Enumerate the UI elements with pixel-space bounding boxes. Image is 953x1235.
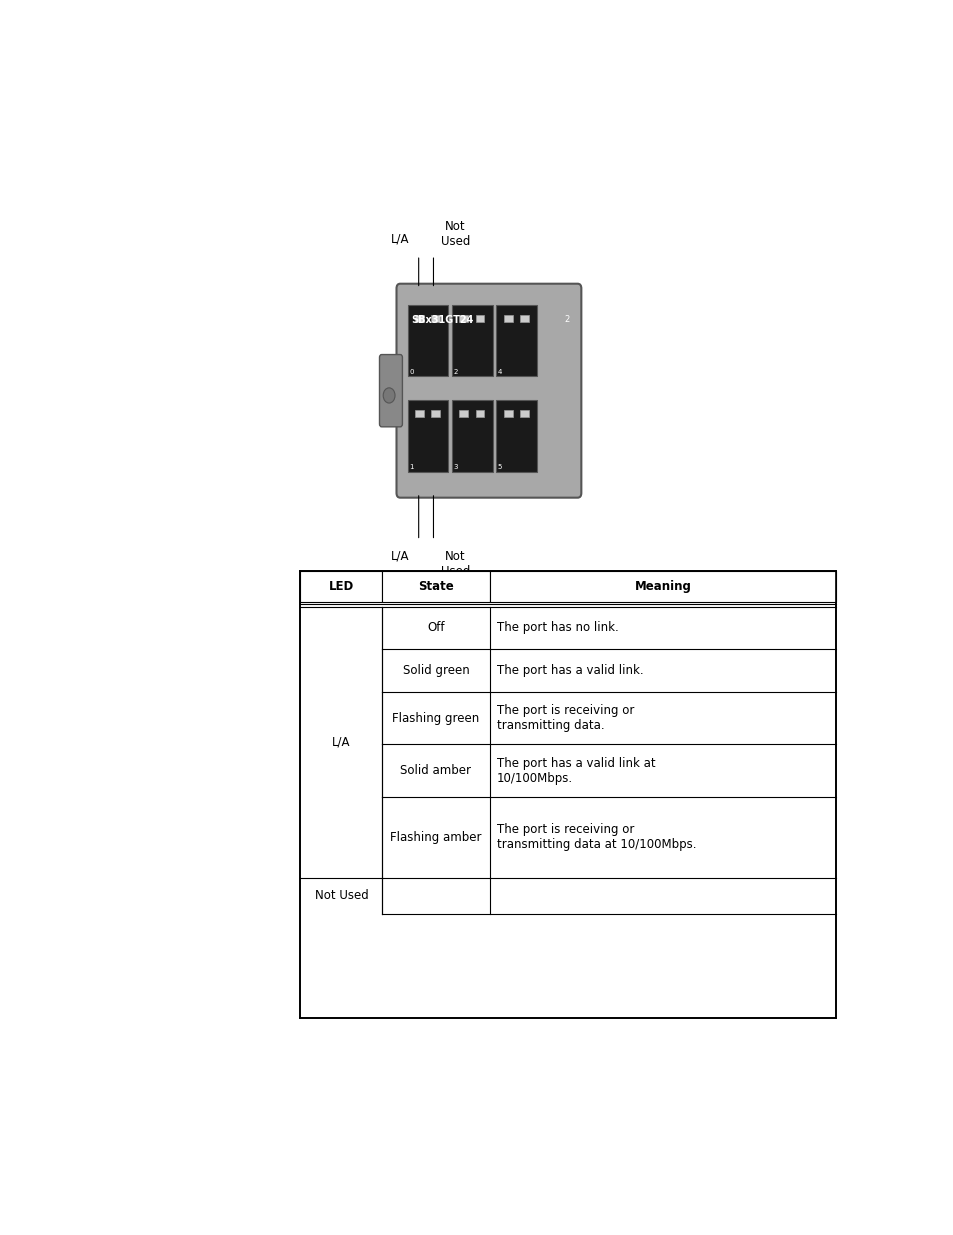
Text: The port has a valid link.: The port has a valid link. (497, 664, 643, 677)
FancyBboxPatch shape (407, 305, 448, 377)
Bar (459, 315, 468, 322)
FancyBboxPatch shape (452, 305, 492, 377)
Bar (459, 410, 468, 417)
Text: 0: 0 (409, 368, 414, 374)
Text: Meaning: Meaning (634, 580, 691, 593)
Bar (476, 315, 484, 322)
Bar (382, 572, 489, 601)
FancyBboxPatch shape (496, 305, 537, 377)
Bar (300, 572, 382, 601)
Text: The port is receiving or
transmitting data.: The port is receiving or transmitting da… (497, 704, 634, 732)
Text: Flashing green: Flashing green (392, 711, 479, 725)
FancyBboxPatch shape (452, 400, 492, 472)
FancyBboxPatch shape (496, 400, 537, 472)
FancyBboxPatch shape (396, 284, 580, 498)
Text: L/A: L/A (391, 550, 409, 563)
Bar (503, 315, 512, 322)
FancyBboxPatch shape (379, 354, 402, 427)
Bar (431, 315, 439, 322)
Text: Flashing amber: Flashing amber (390, 831, 481, 844)
Bar (519, 410, 528, 417)
Bar (489, 572, 836, 601)
Text: Not
Used: Not Used (440, 550, 470, 578)
Text: L/A: L/A (391, 232, 409, 246)
Text: 5: 5 (497, 463, 501, 469)
Text: 1: 1 (409, 463, 414, 469)
Text: Not Used: Not Used (314, 889, 368, 902)
Text: Off: Off (427, 621, 444, 635)
Text: SBx31GT24: SBx31GT24 (411, 315, 474, 325)
Text: Not
Used: Not Used (440, 220, 470, 247)
Text: 4: 4 (497, 368, 501, 374)
Circle shape (383, 388, 395, 403)
Text: LED: LED (329, 580, 354, 593)
Text: Solid amber: Solid amber (400, 764, 471, 777)
Bar (431, 410, 439, 417)
Text: 3: 3 (453, 463, 457, 469)
Text: The port has a valid link at
10/100Mbps.: The port has a valid link at 10/100Mbps. (497, 757, 655, 784)
Text: 2: 2 (453, 368, 457, 374)
Bar (476, 410, 484, 417)
Bar (415, 315, 423, 322)
Bar (503, 410, 512, 417)
Text: The port has no link.: The port has no link. (497, 621, 618, 635)
Text: State: State (417, 580, 454, 593)
FancyBboxPatch shape (407, 400, 448, 472)
Bar (300, 572, 836, 1019)
Text: The port is receiving or
transmitting data at 10/100Mbps.: The port is receiving or transmitting da… (497, 824, 696, 851)
Bar (519, 315, 528, 322)
Text: 2: 2 (564, 315, 569, 324)
Bar (415, 410, 423, 417)
Text: Solid green: Solid green (402, 664, 469, 677)
Text: L/A: L/A (332, 736, 351, 748)
